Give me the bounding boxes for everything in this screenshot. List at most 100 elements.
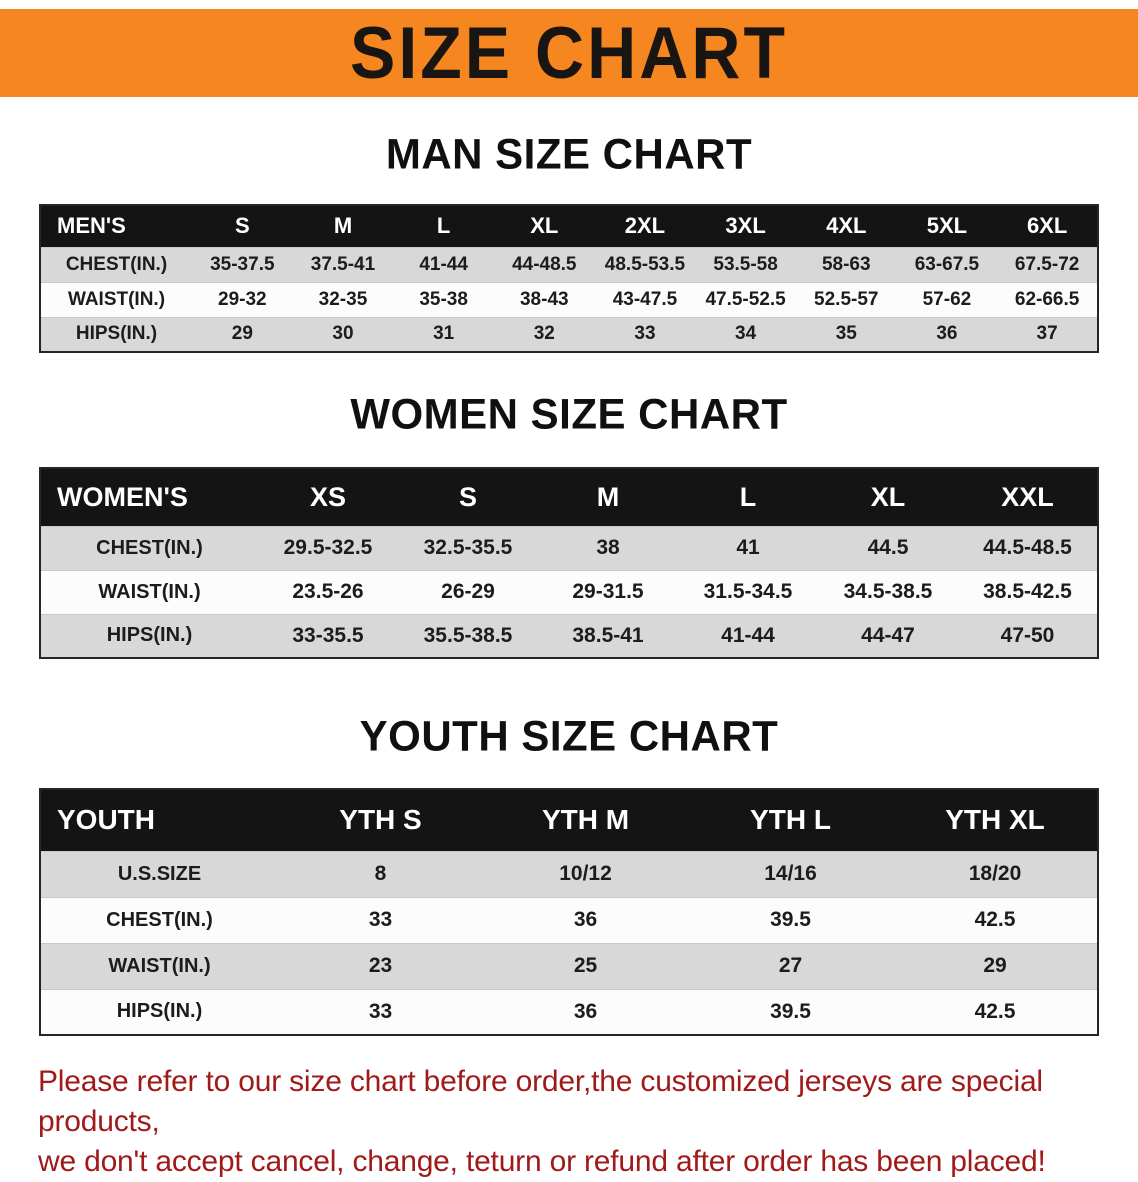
table-category-header: WOMEN'S [40,468,258,526]
row-label: U.S.SIZE [40,850,278,897]
size-value: 33 [278,896,483,943]
size-value: 39.5 [688,896,893,943]
size-value: 38.5-41 [538,613,678,658]
youth-size-table: YOUTH YTH S YTH M YTH L YTH XL U.S.SIZE 8 10/12… [39,788,1099,1036]
size-column-header: M [292,205,394,247]
size-value: 29-31.5 [538,569,678,614]
size-value: 33 [278,988,483,1035]
size-value: 35-37.5 [192,246,293,282]
size-value: 35 [795,316,897,352]
table-row: HIPS(IN.) 33-35.5 35.5-38.5 38.5-41 41-44 44-… [40,613,1098,658]
size-column-header: L [678,468,818,526]
size-column-header: S [192,205,293,247]
size-value: 18/20 [893,850,1098,897]
size-column-header: 2XL [594,205,696,247]
size-value: 33-35.5 [258,613,398,658]
disclaimer-line-2: we don't accept cancel, change, teturn o… [38,1144,1046,1178]
table-header-row: YOUTH YTH S YTH M YTH L YTH XL [40,789,1098,851]
size-chart-sections: MAN SIZE CHART MEN'S S M L XL 2XL 3XL 4XL 5XL 6XL C… [0,130,1138,1036]
youth-size-section: YOUTH SIZE CHART YOUTH YTH S YTH M YTH L YTH … [0,712,1138,1036]
size-value: 27 [688,942,893,989]
banner-title: SIZE CHART [350,11,788,95]
size-column-header: M [538,468,678,526]
table-row: U.S.SIZE 8 10/12 14/16 18/20 [40,850,1098,897]
size-column-header: 3XL [695,205,796,247]
size-value: 29 [893,942,1098,989]
size-value: 63-67.5 [896,246,998,282]
table-row: WAIST(IN.) 29-32 32-35 35-38 38-43 43-47.5 47.… [40,281,1098,317]
size-value: 58-63 [795,246,897,282]
size-column-header: S [398,468,538,526]
size-value: 38-43 [493,281,595,317]
size-value: 41 [678,525,818,570]
size-value: 44.5 [818,525,958,570]
size-value: 48.5-53.5 [594,246,696,282]
size-value: 67.5-72 [997,246,1098,282]
row-label: WAIST(IN.) [40,281,192,317]
size-value: 41-44 [393,246,494,282]
size-value: 37.5-41 [292,246,394,282]
size-value: 33 [594,316,696,352]
size-value: 29-32 [192,281,293,317]
youth-size-chart-heading: YOUTH SIZE CHART [359,711,779,760]
size-column-header: XS [258,468,398,526]
size-chart-banner: SIZE CHART [0,9,1138,97]
row-label: HIPS(IN.) [40,988,278,1035]
size-value: 47.5-52.5 [695,281,796,317]
size-value: 62-66.5 [997,281,1098,317]
size-value: 29.5-32.5 [258,525,398,570]
men-size-table: MEN'S S M L XL 2XL 3XL 4XL 5XL 6XL CHEST(IN.) 35-37… [39,204,1099,353]
men-size-chart-heading: MAN SIZE CHART [385,129,753,178]
men-size-section: MAN SIZE CHART MEN'S S M L XL 2XL 3XL 4XL 5XL 6XL C… [0,130,1138,353]
size-value: 30 [292,316,394,352]
size-column-header: 4XL [795,205,897,247]
size-value: 31 [393,316,494,352]
table-row: HIPS(IN.) 33 36 39.5 42.5 [40,988,1098,1035]
row-label: CHEST(IN.) [40,246,192,282]
table-header-row: MEN'S S M L XL 2XL 3XL 4XL 5XL 6XL [40,205,1098,247]
size-value: 47-50 [958,613,1098,658]
table-category-header: MEN'S [40,205,192,247]
size-value: 23.5-26 [258,569,398,614]
size-value: 53.5-58 [695,246,796,282]
size-value: 26-29 [398,569,538,614]
table-row: CHEST(IN.) 35-37.5 37.5-41 41-44 44-48.5 48.5… [40,246,1098,282]
size-column-header: YTH S [278,789,483,851]
disclaimer-line-1: Please refer to our size chart before or… [38,1065,1043,1138]
women-size-table: WOMEN'S XS S M L XL XXL CHEST(IN.) 29.5-32.5 32.5… [39,467,1099,659]
size-value: 14/16 [688,850,893,897]
size-value: 52.5-57 [795,281,897,317]
size-value: 10/12 [483,850,688,897]
size-value: 35.5-38.5 [398,613,538,658]
table-category-header: YOUTH [40,789,278,851]
size-column-header: L [393,205,494,247]
women-size-chart-heading: WOMEN SIZE CHART [350,389,788,438]
size-value: 41-44 [678,613,818,658]
size-value: 38 [538,525,678,570]
table-header-row: WOMEN'S XS S M L XL XXL [40,468,1098,526]
size-value: 29 [192,316,293,352]
size-value: 32.5-35.5 [398,525,538,570]
size-value: 38.5-42.5 [958,569,1098,614]
size-value: 36 [896,316,998,352]
size-column-header: XXL [958,468,1098,526]
row-label: CHEST(IN.) [40,525,258,570]
size-column-header: 6XL [997,205,1098,247]
size-value: 23 [278,942,483,989]
size-value: 32-35 [292,281,394,317]
size-value: 57-62 [896,281,998,317]
women-size-section: WOMEN SIZE CHART WOMEN'S XS S M L XL XXL CHEST(I… [0,390,1138,659]
row-label: HIPS(IN.) [40,613,258,658]
size-value: 44-47 [818,613,958,658]
table-row: CHEST(IN.) 29.5-32.5 32.5-35.5 38 41 44.5 44.5… [40,525,1098,570]
size-value: 31.5-34.5 [678,569,818,614]
disclaimer-text: Please refer to our size chart before or… [0,1062,1138,1182]
size-value: 36 [483,988,688,1035]
table-row: WAIST(IN.) 23 25 27 29 [40,942,1098,989]
size-column-header: YTH XL [893,789,1098,851]
size-value: 35-38 [393,281,494,317]
row-label: HIPS(IN.) [40,316,192,352]
row-label: WAIST(IN.) [40,942,278,989]
size-value: 42.5 [893,988,1098,1035]
table-row: WAIST(IN.) 23.5-26 26-29 29-31.5 31.5-34.5 34… [40,569,1098,614]
